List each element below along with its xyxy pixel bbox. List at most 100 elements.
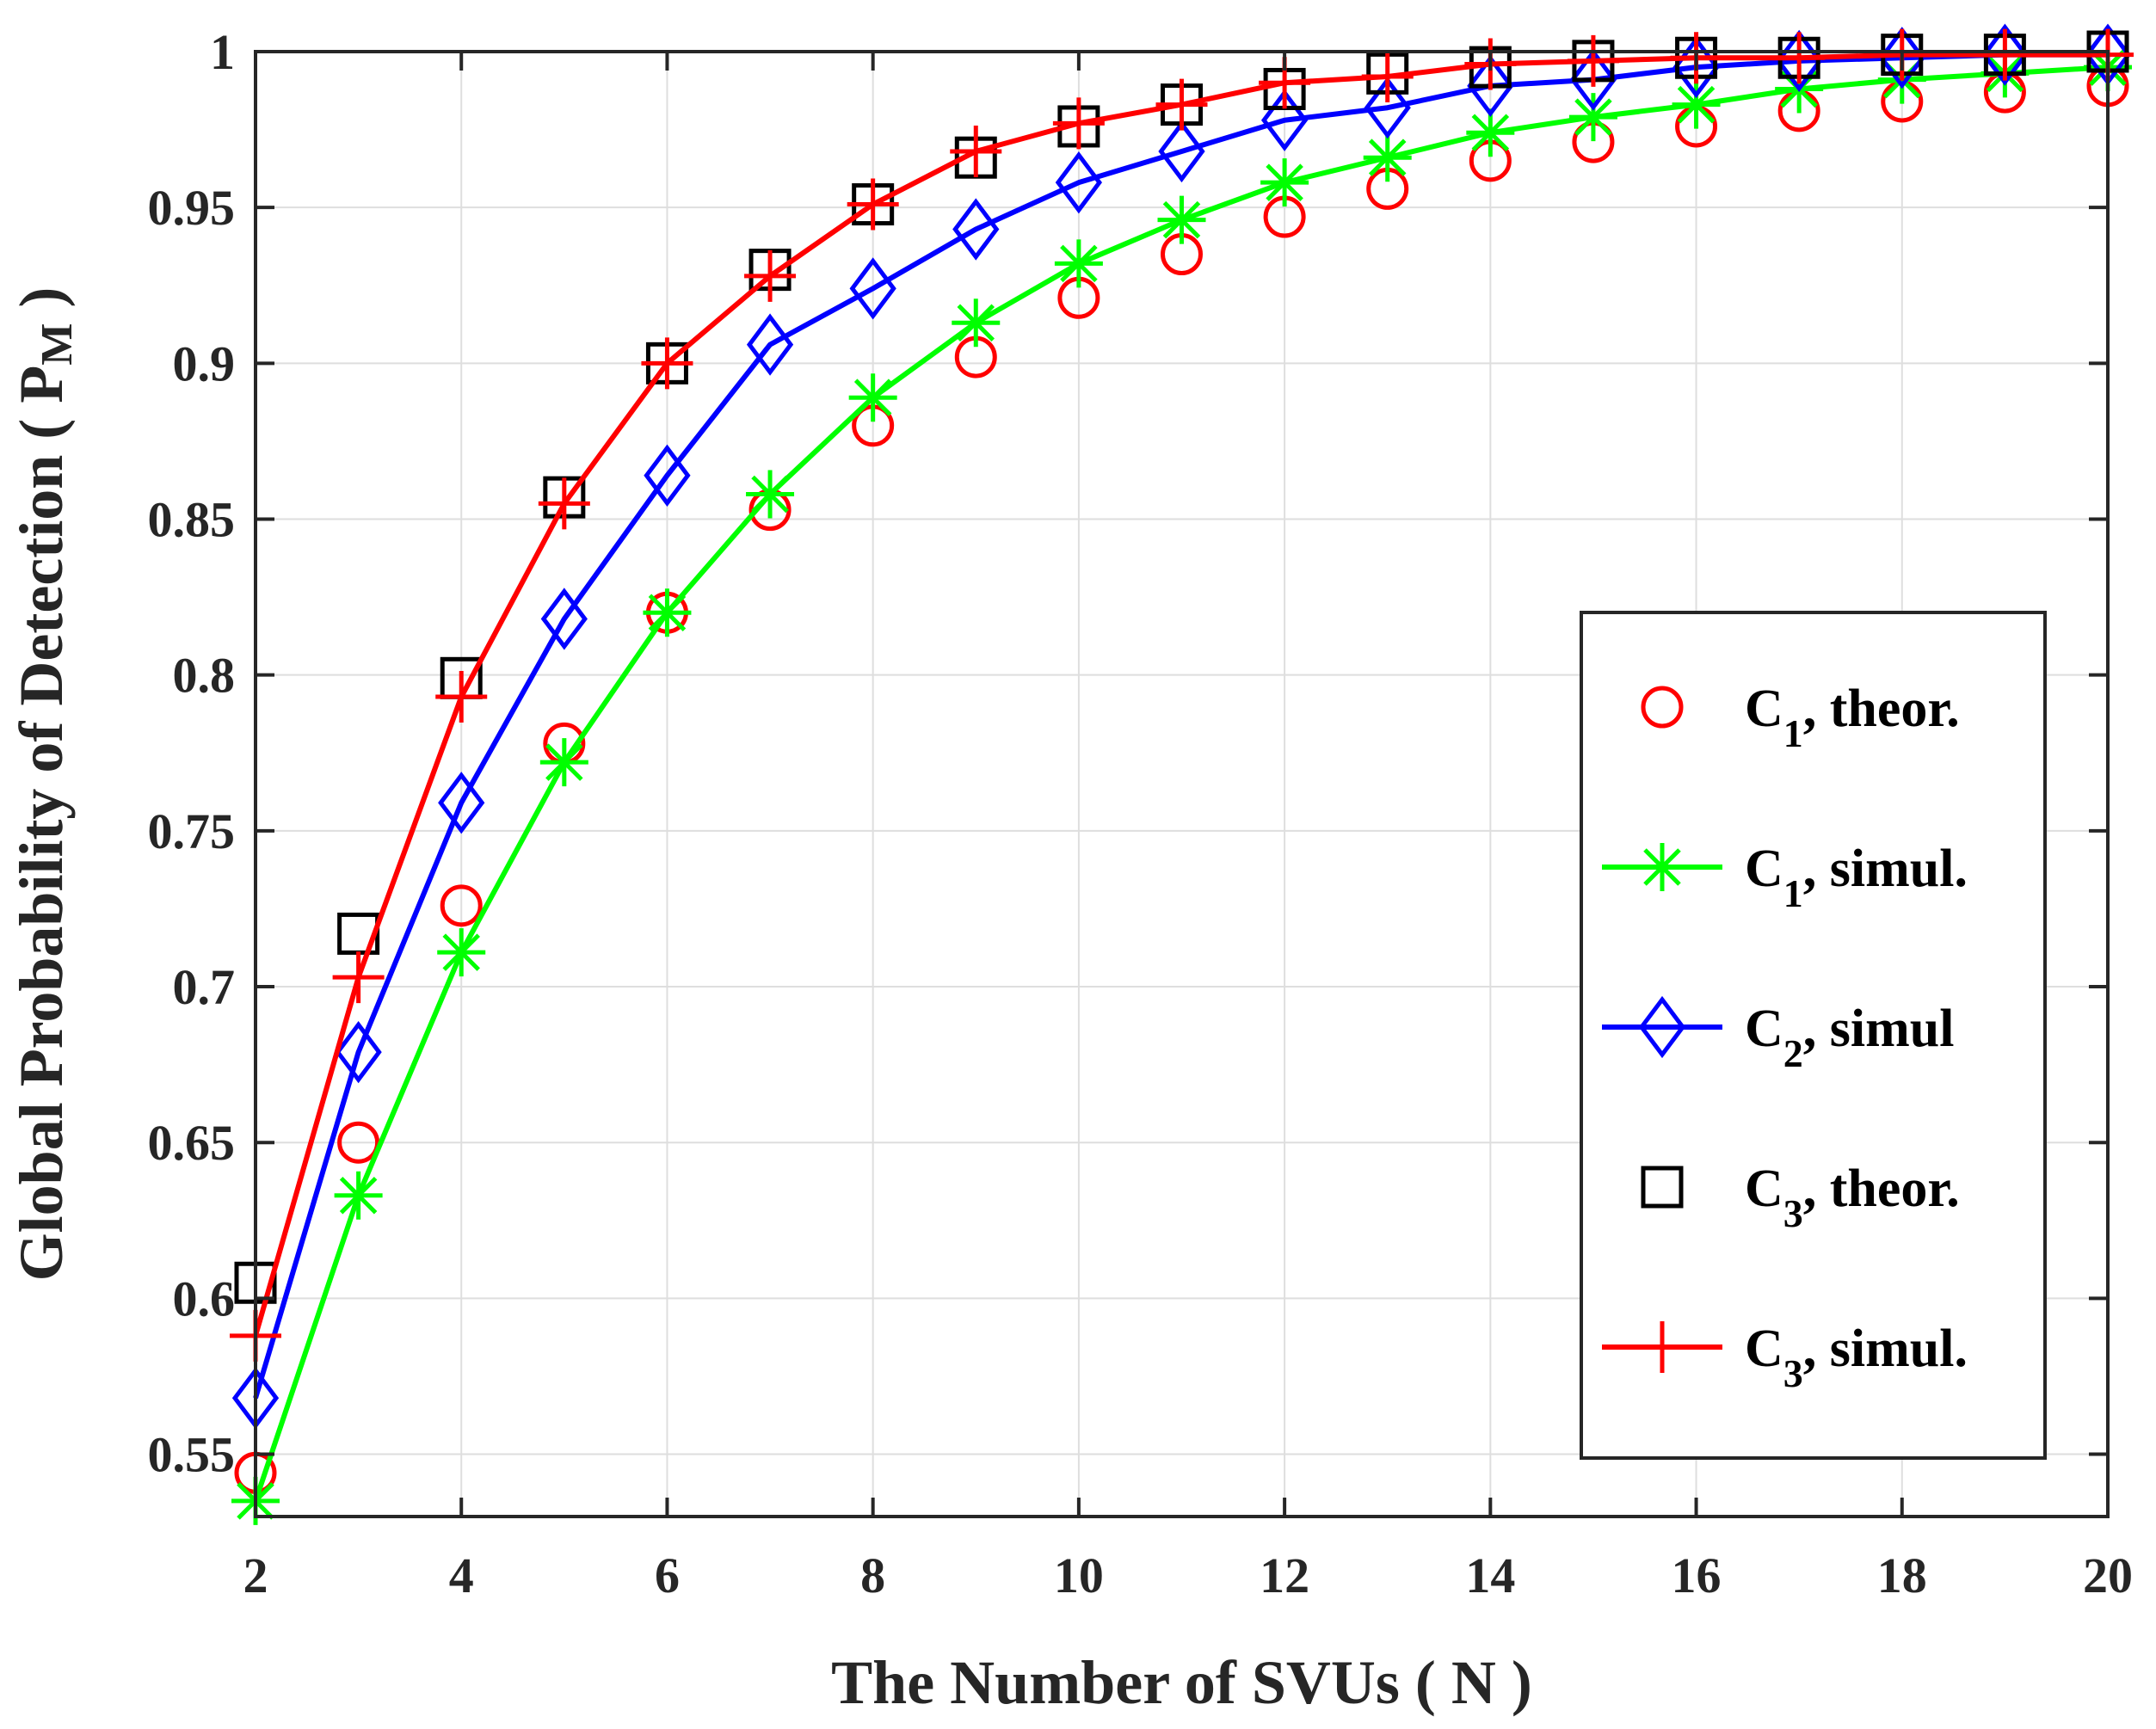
marker-asterisk [1157, 195, 1206, 244]
marker-asterisk [1363, 133, 1412, 182]
marker-asterisk-d2 [1060, 244, 1098, 283]
marker-plus [1636, 1321, 1688, 1373]
marker-circle [337, 1121, 380, 1164]
legend-label-sub: 1 [1783, 871, 1803, 915]
legend-box [1580, 611, 2047, 1460]
x-tick-label: 10 [1054, 1547, 1104, 1603]
marker-diamond [746, 313, 794, 376]
legend-item: C1, theor. [1641, 680, 1960, 755]
legend-label: C3, simul. [1745, 1320, 1968, 1395]
marker-diamond [849, 257, 896, 320]
x-tick-label: 12 [1260, 1547, 1309, 1603]
marker-plus [1773, 32, 1826, 84]
x-tick-label: 20 [2083, 1547, 2133, 1603]
plot-frame [254, 50, 2110, 1518]
marker-plus [847, 178, 899, 231]
legend-label-rest: , theor. [1803, 680, 1960, 738]
x-tick-label: 4 [449, 1547, 474, 1603]
series-c3-simul [230, 28, 2134, 1362]
marker-plus [1567, 34, 1619, 87]
marker-asterisk-d2 [1162, 200, 1201, 239]
legend-label-main: C [1745, 1160, 1783, 1218]
marker-diamond [1467, 54, 1514, 118]
y-tick-label: 0.6 [173, 1271, 236, 1326]
marker-asterisk-d2 [442, 933, 480, 971]
marker-asterisk [746, 470, 795, 519]
marker-asterisk-d2 [1574, 98, 1612, 136]
y-tick-label: 0.65 [148, 1115, 236, 1171]
marker-asterisk-d2 [853, 378, 892, 416]
x-tick-label: 14 [1465, 1547, 1515, 1603]
legend-label: C3, theor. [1745, 1160, 1960, 1235]
marker-asterisk-d2 [339, 1177, 378, 1215]
x-tick-label: 16 [1672, 1547, 1722, 1603]
x-tick-label: 2 [243, 1547, 268, 1603]
marker-asterisk [1054, 239, 1103, 288]
marker-asterisk [334, 1171, 383, 1220]
legend-label-main: C [1745, 1320, 1783, 1378]
x-tick-label: 8 [860, 1547, 885, 1603]
marker-plus [1155, 78, 1208, 131]
legend-label-sub: 3 [1783, 1351, 1803, 1395]
marker-asterisk-d2 [1677, 85, 1716, 124]
y-axis-label-main: Global Probability of Detection ( P [7, 366, 76, 1282]
y-tick-label: 0.95 [148, 180, 236, 236]
legend-label-sub: 3 [1783, 1191, 1803, 1235]
y-axis-label: Global Probability of Detection ( PM ) [7, 287, 82, 1282]
marker-diamond [438, 772, 485, 834]
marker-diamond [540, 588, 588, 650]
marker-asterisk [437, 928, 486, 977]
y-tick-label: 0.8 [173, 648, 236, 704]
marker-diamond [644, 444, 691, 507]
marker-square [1641, 1166, 1684, 1209]
marker-diamond [1638, 995, 1686, 1059]
y-tick-label: 0.9 [173, 335, 236, 391]
marker-asterisk [1638, 843, 1686, 891]
marker-plus [641, 337, 693, 390]
y-tick-label: 1 [210, 24, 235, 80]
marker-asterisk [952, 298, 1001, 348]
marker-asterisk [539, 738, 588, 787]
x-axis-label: The Number of SVUs ( N ) [831, 1648, 1532, 1717]
marker-circle [440, 884, 483, 927]
marker-plus [1052, 97, 1105, 150]
marker-asterisk [1568, 93, 1617, 142]
x-tick-label: 18 [1877, 1547, 1927, 1603]
marker-circle [1641, 686, 1684, 729]
marker-asterisk-d2 [1471, 114, 1510, 151]
legend-item: C3, theor. [1641, 1160, 1960, 1235]
legend-item: C2, simul [1602, 995, 1955, 1075]
marker-asterisk-d2 [545, 743, 583, 781]
legend-item: C1, simul. [1602, 840, 1968, 915]
marker-diamond [335, 1020, 382, 1084]
marker-diamond [1158, 120, 1205, 183]
marker-diamond [1878, 27, 1925, 89]
legend-label-rest: , simul. [1803, 840, 1968, 898]
marker-diamond [1569, 48, 1617, 111]
legend-label-main: C [1745, 680, 1783, 738]
legend-label: C1, theor. [1745, 680, 1960, 755]
marker-asterisk-d2 [1643, 848, 1681, 886]
marker-asterisk-d2 [1368, 138, 1407, 176]
y-axis-label-sub: M [33, 323, 82, 366]
marker-asterisk-d2 [1266, 163, 1303, 201]
marker-asterisk [1260, 158, 1309, 207]
marker-plus [1979, 28, 2031, 81]
marker-diamond [1260, 89, 1309, 151]
y-axis-label-end: ) [7, 287, 76, 323]
marker-diamond [1055, 151, 1103, 214]
marker-plus [744, 249, 797, 302]
y-tick-label: 0.75 [148, 803, 236, 859]
y-tick-label: 0.7 [173, 959, 236, 1015]
x-tick-label: 6 [655, 1547, 680, 1603]
marker-asterisk-d2 [751, 475, 789, 514]
legend-label: C1, simul. [1745, 840, 1968, 915]
marker-asterisk [643, 588, 692, 637]
marker-asterisk-d2 [648, 594, 687, 631]
legend-label-sub: 1 [1783, 711, 1803, 755]
legend-label-main: C [1745, 840, 1783, 898]
legend-label-rest: , simul. [1803, 1320, 1968, 1378]
